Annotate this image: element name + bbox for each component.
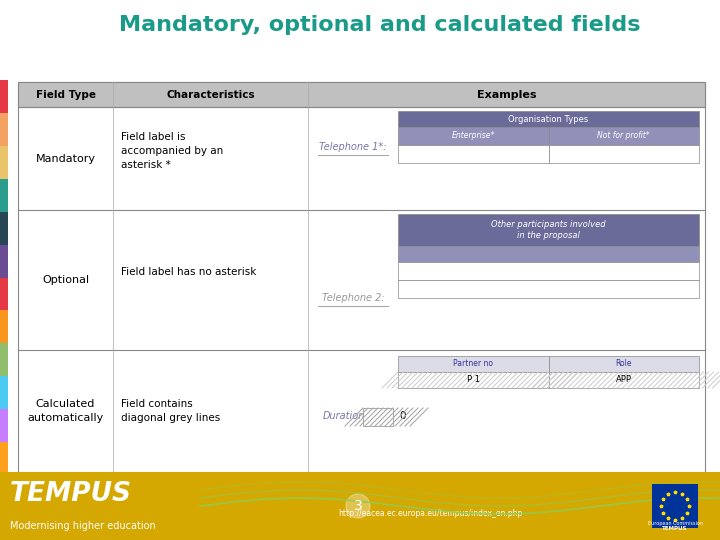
Bar — [398, 280, 699, 298]
Bar — [18, 82, 705, 472]
Text: Role: Role — [616, 360, 632, 368]
Text: Field label is
accompanied by an
asterisk *: Field label is accompanied by an asteris… — [121, 132, 223, 170]
Text: Calculated
automatically: Calculated automatically — [27, 400, 104, 423]
Text: 3: 3 — [354, 499, 362, 513]
Bar — [0, 146, 8, 179]
Bar — [0, 442, 8, 475]
Text: TEMPUS: TEMPUS — [662, 526, 688, 531]
Circle shape — [346, 494, 370, 518]
Bar — [363, 408, 393, 426]
Text: Characteristics: Characteristics — [166, 90, 255, 99]
Text: Organisation Types: Organisation Types — [508, 114, 589, 124]
Text: Enterprise*: Enterprise* — [451, 132, 495, 140]
Text: Mandatory, optional and calculated fields: Mandatory, optional and calculated field… — [120, 15, 641, 35]
Bar — [549, 127, 699, 145]
Text: APP: APP — [616, 375, 631, 384]
Bar — [0, 376, 8, 409]
Text: http://eacea.ec.europa.eu/tempus/index_en.php: http://eacea.ec.europa.eu/tempus/index_e… — [338, 510, 522, 518]
Bar — [398, 246, 699, 262]
Bar — [0, 343, 8, 376]
Bar — [398, 262, 699, 280]
Bar — [0, 409, 8, 442]
Text: 0: 0 — [400, 411, 406, 421]
Bar — [549, 356, 699, 372]
Text: Telephone 2:: Telephone 2: — [322, 293, 384, 303]
Bar — [0, 472, 720, 540]
Bar — [0, 212, 8, 245]
Bar — [652, 484, 698, 528]
Bar — [0, 113, 8, 146]
Text: European Commission: European Commission — [647, 522, 703, 526]
Text: Not for profit*: Not for profit* — [598, 132, 650, 140]
Text: Duration:: Duration: — [323, 411, 369, 421]
Bar — [0, 278, 8, 310]
Bar — [398, 127, 549, 145]
Bar — [398, 372, 549, 388]
Text: TEMPUS: TEMPUS — [10, 481, 132, 507]
Text: Telephone 1*:: Telephone 1*: — [319, 141, 387, 152]
Bar — [398, 111, 699, 127]
Bar — [0, 310, 8, 343]
Bar — [398, 214, 699, 246]
Bar — [18, 82, 705, 107]
Bar — [0, 245, 8, 278]
Text: Field Type: Field Type — [35, 90, 96, 99]
Text: Mandatory: Mandatory — [35, 153, 96, 164]
Text: Examples: Examples — [477, 90, 536, 99]
Text: Optional: Optional — [42, 275, 89, 285]
Bar — [0, 179, 8, 212]
Text: Partner no: Partner no — [454, 360, 493, 368]
Bar — [549, 145, 699, 163]
Bar — [0, 80, 8, 113]
Bar — [398, 145, 549, 163]
Text: Modernising higher education: Modernising higher education — [10, 521, 156, 531]
Text: Other participants involved
in the proposal: Other participants involved in the propo… — [491, 220, 606, 240]
Bar — [549, 372, 699, 388]
Bar — [398, 356, 549, 372]
Text: Field label has no asterisk: Field label has no asterisk — [121, 267, 256, 277]
Text: Field contains
diagonal grey lines: Field contains diagonal grey lines — [121, 399, 220, 423]
Text: P 1: P 1 — [467, 375, 480, 384]
